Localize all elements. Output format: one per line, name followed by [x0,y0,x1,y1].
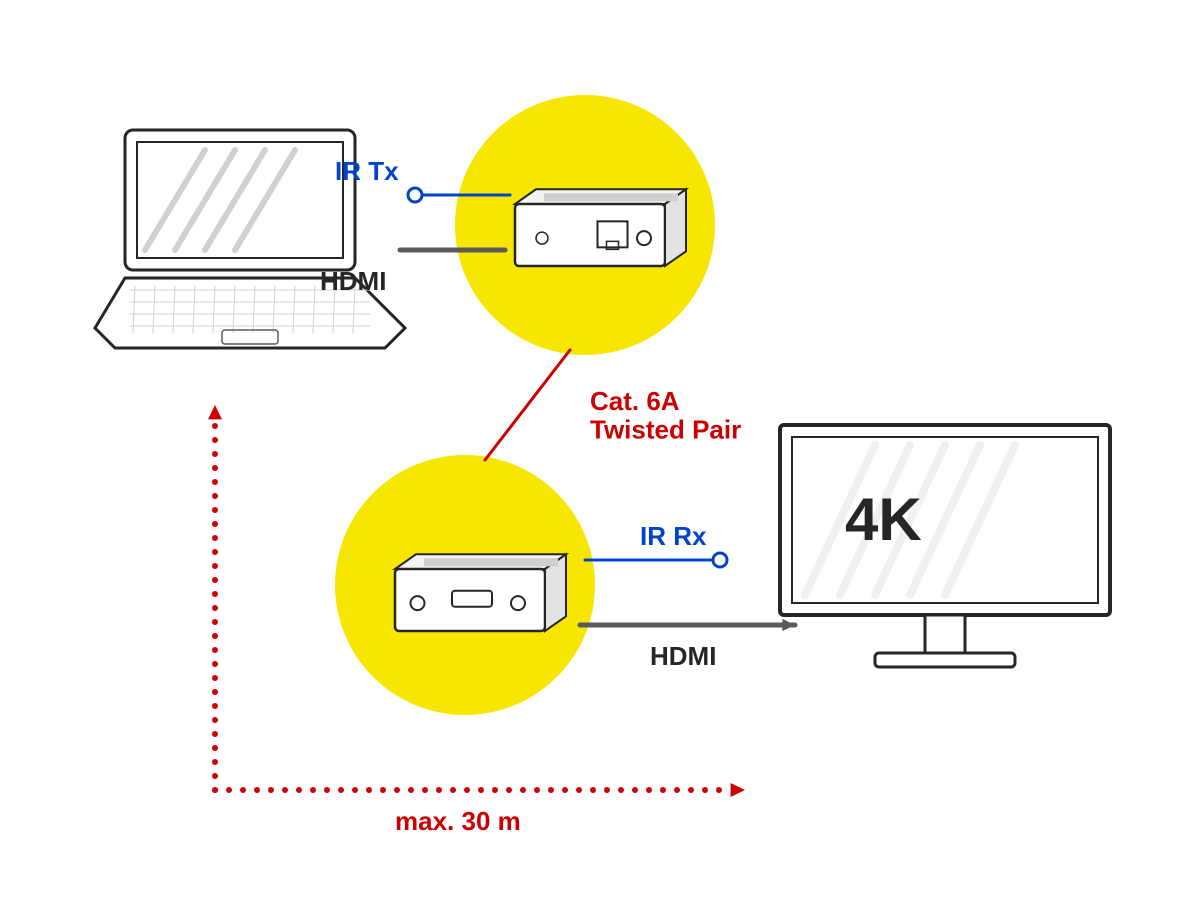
svg-text:HDMI: HDMI [320,266,386,296]
extender-rx [395,554,566,631]
svg-text:IR Rx: IR Rx [640,521,707,551]
svg-text:Cat. 6A: Cat. 6A [590,386,680,416]
svg-text:max. 30 m: max. 30 m [395,806,521,836]
svg-text:IR Tx: IR Tx [335,156,399,186]
monitor-icon [780,425,1110,667]
diagram-svg: IR Tx HDMI IR Rx HDMI Cat. 6ATwisted Pair max… [0,0,1200,900]
svg-text:Twisted Pair: Twisted Pair [590,415,741,445]
diagram-stage: IR Tx HDMI IR Rx HDMI Cat. 6ATwisted Pair max… [0,0,1200,900]
extender-tx [515,189,686,266]
svg-text:HDMI: HDMI [650,641,716,671]
svg-text:4K: 4K [845,486,922,553]
